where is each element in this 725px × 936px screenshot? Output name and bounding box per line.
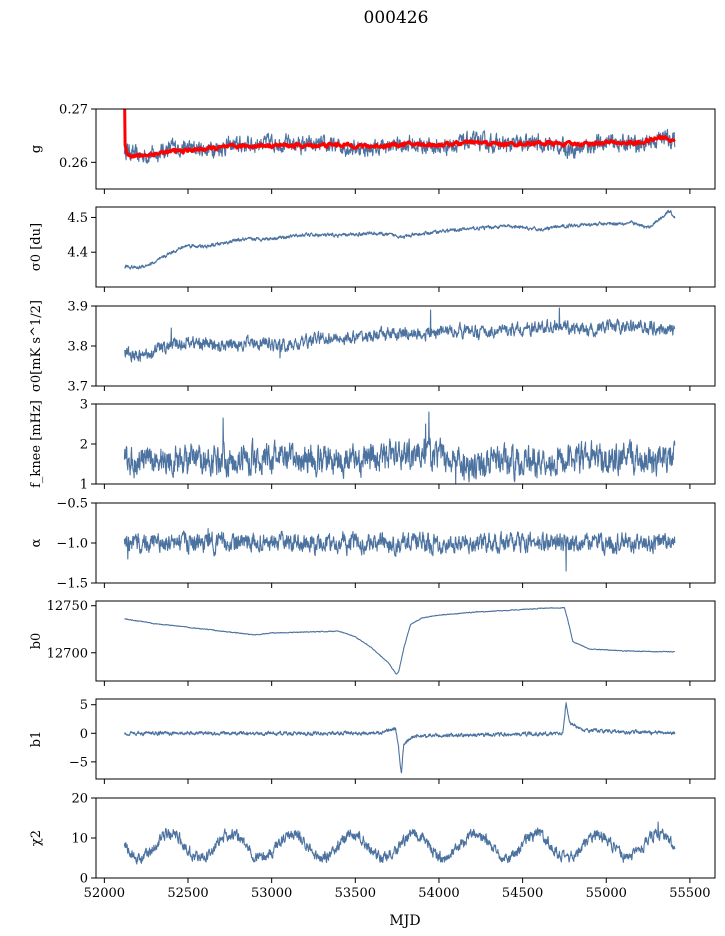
- panel-b0: 12700 12750 b0: [29, 599, 716, 686]
- series-line-g-fit: [123, 109, 676, 159]
- panel-sigma_mk: 3.7 3.8 3.9 σ0[mK s^1/2]: [29, 300, 716, 395]
- y-tick-label: 20: [71, 792, 88, 807]
- y-tick-label: −1.0: [56, 537, 88, 552]
- series-line-b0: [124, 606, 676, 675]
- panel-frame: [95, 403, 716, 485]
- y-tick-label: 3.9: [67, 300, 88, 315]
- y-tick-label: 3: [80, 398, 88, 413]
- x-tick-label: 54000: [418, 886, 459, 901]
- y-axis-label-sigma_du: σ0 [du]: [29, 223, 44, 271]
- panel-frame: [95, 305, 716, 387]
- figure-title: 000426: [364, 8, 429, 28]
- y-tick-label: 10: [71, 832, 88, 847]
- y-tick-label: 2: [80, 438, 88, 453]
- series-line-sigma0-du: [124, 209, 676, 270]
- y-axis-label-chi2: χ2: [29, 830, 44, 846]
- y-axis-label-b1: b1: [29, 731, 44, 748]
- panel-frame: [95, 206, 716, 288]
- panel-frame: [95, 600, 716, 682]
- x-tick-label: 52500: [167, 886, 208, 901]
- panel-sigma_du: 4.4 4.5 σ0 [du]: [29, 206, 716, 292]
- x-tick-label: 52000: [84, 886, 125, 901]
- y-tick-label: 12700: [47, 646, 88, 661]
- panels: 0.26 0.27 g 4.4 4.5 σ0 [du] 3.7 3.8 3.9 σ0[mK s^1…: [29, 103, 716, 901]
- x-tick-label: 55500: [669, 886, 710, 901]
- series-line-fknee: [123, 411, 676, 484]
- y-tick-label: 4.4: [67, 246, 88, 261]
- panel-frame: [95, 698, 716, 780]
- y-tick-label: 0: [80, 872, 88, 887]
- panel-alpha: −1.5 −1.0 −0.5 α: [29, 497, 716, 592]
- x-tick-label: 55000: [586, 886, 627, 901]
- y-tick-label: 5: [80, 698, 88, 713]
- y-tick-label: −5: [69, 755, 88, 770]
- y-axis-label-alpha: α: [29, 538, 44, 547]
- x-axis-label: MJD: [389, 913, 420, 929]
- x-tick-label: 54500: [502, 886, 543, 901]
- panel-g: 0.26 0.27 g: [29, 103, 716, 194]
- y-tick-label: −0.5: [56, 497, 88, 512]
- y-tick-label: 3.8: [67, 340, 88, 355]
- y-axis-label-fknee: f_knee [mHz]: [29, 400, 44, 488]
- series-line-b1: [123, 702, 676, 774]
- y-tick-label: −1.5: [56, 577, 88, 592]
- series-line-alpha: [123, 528, 676, 572]
- x-tick-label: 53000: [251, 886, 292, 901]
- y-axis-label-b0: b0: [29, 633, 44, 650]
- series-line-chi2: [123, 821, 676, 865]
- y-axis-label-sigma_mk: σ0[mK s^1/2]: [29, 300, 44, 392]
- y-axis-label-g: g: [29, 145, 44, 153]
- panel-frame: [95, 108, 716, 190]
- y-tick-label: 0: [80, 727, 88, 742]
- y-tick-label: 3.7: [67, 380, 88, 395]
- y-tick-label: 0.27: [59, 103, 88, 118]
- y-tick-label: 0.26: [59, 156, 88, 171]
- y-tick-label: 12750: [47, 599, 88, 614]
- series-line-sigma0-mK: [123, 307, 676, 363]
- y-tick-label: 4.5: [67, 211, 88, 226]
- panel-b1: −5 0 5 b1: [29, 698, 716, 784]
- y-tick-label: 1: [80, 478, 88, 493]
- panel-chi2: 0 10 20 52000 52500 53000 53500 54000 54500 55000…: [29, 792, 716, 901]
- x-tick-label: 53500: [335, 886, 376, 901]
- panel-fknee: 1 2 3 f_knee [mHz]: [29, 398, 716, 493]
